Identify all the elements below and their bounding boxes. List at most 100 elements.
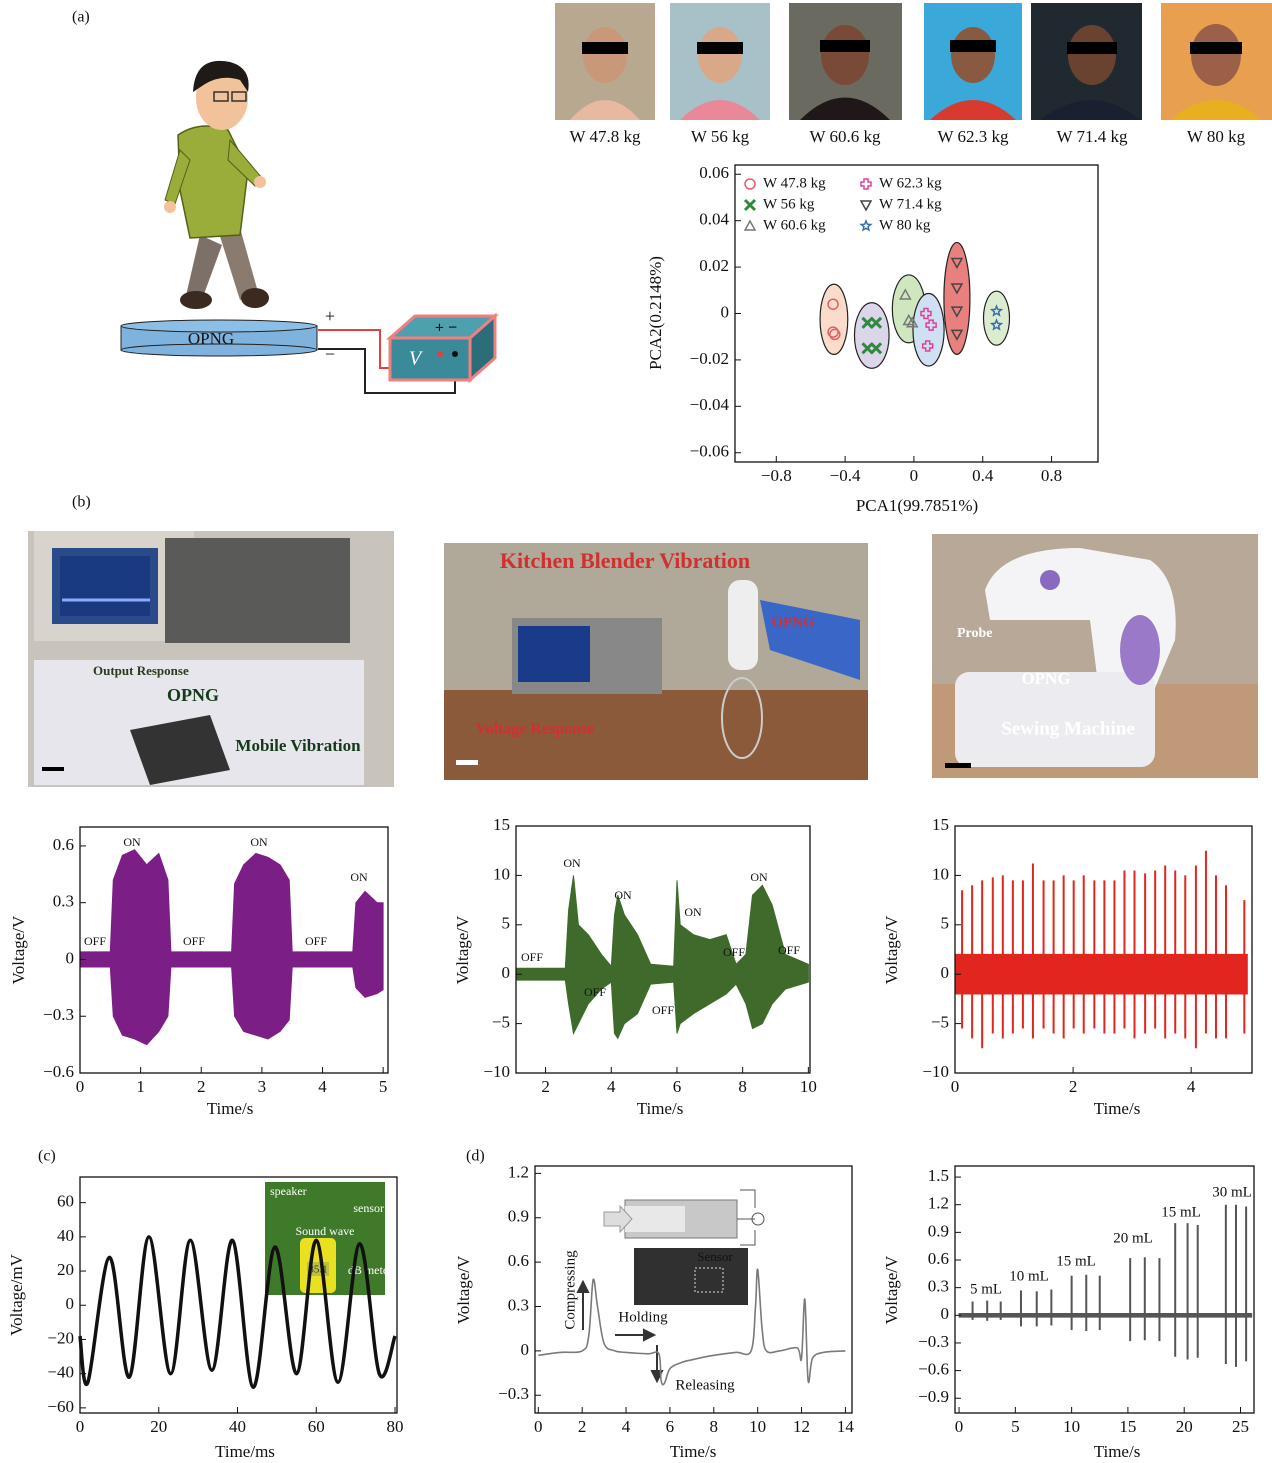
y-tick-label: −0.9 [918,1387,949,1406]
y-tick-label: −60 [47,1397,74,1416]
x-tick-label: 0 [76,1417,85,1436]
annotation: OFF [183,934,205,948]
y-axis-label: PCA2(0.2148%) [646,256,665,370]
y-axis-label: Voltage/mV [7,1253,26,1336]
annotation: OFF [521,950,543,964]
legend-label: W 60.6 kg [763,217,826,233]
annotation: ON [350,870,368,884]
photo-label: Mobile Vibration [235,736,361,755]
subject-photos [555,3,1272,120]
scatter-point [950,283,964,295]
x-tick-label: 6 [673,1077,682,1096]
x-tick-label: 25 [1232,1417,1249,1436]
scatter-point [950,306,964,318]
photo-caption: W 80 kg [1187,127,1246,146]
legend-label: W 56 kg [763,196,815,212]
y-tick-label: −10 [922,1062,949,1081]
legend-marker [859,200,873,212]
legend-marker [744,178,756,190]
photo-label: Sewing Machine [1001,718,1135,739]
y-tick-label: −0.3 [918,1332,949,1351]
annotation: ON [563,856,581,870]
scatter-point [921,340,934,352]
x-tick-label: 8 [710,1417,719,1436]
x-tick-label: 2 [1069,1077,1078,1096]
y-tick-label: 0 [502,963,511,982]
y-axis-label: Voltage/V [9,915,28,984]
plus-terminal: + [325,306,335,326]
scatter-point [870,342,883,355]
y-tick-label: 10 [932,864,949,883]
syringe-inset [603,1189,765,1305]
photo-label: OPNG [167,685,219,705]
y-tick-label: 0 [721,302,730,321]
signal-envelope [515,875,809,1040]
annotation: Holding [618,1309,668,1325]
x-tick-label: 0.4 [972,466,994,485]
device-label: OPNG [188,329,234,348]
x-tick-label: 4 [622,1417,631,1436]
annotation: 15 mL [1056,1253,1096,1269]
y-tick-label: −0.6 [43,1062,74,1081]
signal-envelope [958,1313,1253,1318]
legend-label: W 71.4 kg [879,196,942,212]
annotation: ON [684,905,702,919]
photo-label: Kitchen Blender Vibration [500,548,750,573]
y-tick-label: 0.04 [699,210,729,229]
x-axis-label: PCA1(99.7851%) [856,496,978,515]
x-tick-label: 0 [910,466,919,485]
photo-caption: W 56 kg [691,127,750,146]
y-tick-label: −10 [483,1062,510,1081]
x-tick-label: 10 [800,1077,817,1096]
x-axis-label: Time/ms [215,1442,275,1461]
signal-line [538,1268,846,1386]
annotation: 5 mL [970,1281,1002,1297]
inset-label: Sound wave [296,1224,355,1238]
x-axis-label: Time/s [1094,1442,1141,1461]
plot-frame [79,826,389,1074]
legend-label: W 80 kg [879,217,931,233]
y-tick-label: −0.6 [918,1360,949,1379]
y-tick-label: 0 [521,1340,530,1359]
y-axis-label: Voltage/V [454,1255,473,1324]
annotation: 20 mL [1113,1230,1153,1246]
y-tick-label: −0.02 [690,349,729,368]
scatter-point [827,298,839,310]
plot-frame [954,1165,1255,1414]
x-tick-label: 15 [1119,1417,1136,1436]
plot-frame [515,825,811,1074]
y-tick-label: −0.3 [498,1384,529,1403]
scatter-point [829,328,841,341]
y-tick-label: −0.04 [690,395,730,414]
y-tick-label: 5 [502,914,511,933]
photo-label: OPNG [1021,669,1070,688]
x-tick-label: 40 [229,1417,246,1436]
chart: 0 2 4 −10 −5 0 5 10 15 Time/s Voltage/V [882,815,1253,1118]
photo-mobile [28,531,394,787]
scatter-point [899,288,912,300]
y-tick-label: 1.2 [928,1194,949,1213]
scatter-point [920,307,932,320]
y-tick-label: 15 [932,815,949,834]
signal-line [78,1235,397,1390]
y-tick-label: −5 [492,1013,510,1032]
y-tick-label: 0 [941,1304,950,1323]
photo-label: Voltage Response [476,721,595,738]
plot-frame [954,825,1253,1074]
circuit [120,312,499,394]
x-axis-label: Time/s [670,1442,717,1461]
cluster-ellipse [943,241,971,355]
x-tick-label: 0 [955,1417,964,1436]
y-axis-label: Voltage/V [882,1255,901,1324]
annotation: OFF [652,1003,674,1017]
x-axis-label: Time/s [1094,1099,1141,1118]
photo-caption: W 62.3 kg [938,127,1009,146]
y-tick-label: 0 [941,963,950,982]
x-tick-label: 80 [387,1417,404,1436]
chart: 2 4 6 8 10 −10 −5 0 5 10 15 Time/s Voltage/V ON ON ON ON… [453,815,817,1118]
x-axis-label: Time/s [637,1099,684,1118]
y-tick-label: 1.5 [928,1166,949,1185]
y-axis-label: Voltage/V [453,915,472,984]
inset-label: speaker [270,1184,307,1198]
